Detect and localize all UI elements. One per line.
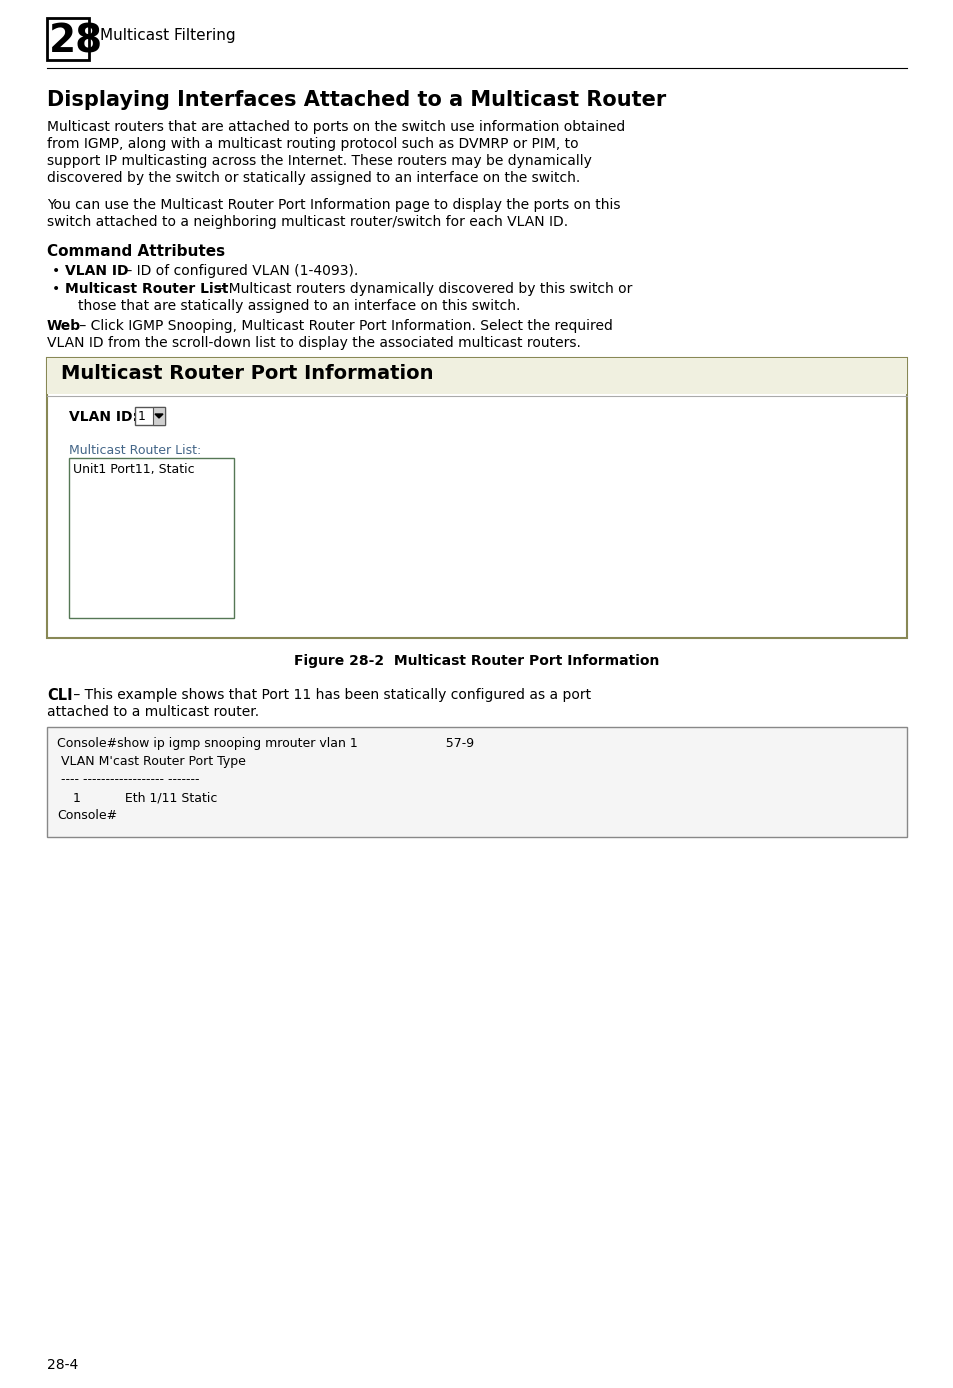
Bar [47,18,89,60]
Text: VLAN M'cast Router Port Type: VLAN M'cast Router Port Type [57,755,246,768]
Text: Multicast Filtering: Multicast Filtering [100,28,235,43]
Text: 1           Eth 1/11 Static: 1 Eth 1/11 Static [57,791,217,804]
Text: Multicast routers that are attached to ports on the switch use information obtai: Multicast routers that are attached to p… [47,119,624,135]
Text: support IP multicasting across the Internet. These routers may be dynamically: support IP multicasting across the Inter… [47,154,591,168]
Text: Figure 28-2  Multicast Router Port Information: Figure 28-2 Multicast Router Port Inform… [294,654,659,668]
Bar [69,458,233,618]
Text: – Click IGMP Snooping, Multicast Router Port Information. Select the required: – Click IGMP Snooping, Multicast Router … [75,319,612,333]
Text: ---- ------------------ -------: ---- ------------------ ------- [57,773,199,786]
Text: Web: Web [47,319,81,333]
Text: Console#: Console# [57,809,117,822]
Bar [47,358,906,394]
Text: those that are statically assigned to an interface on this switch.: those that are statically assigned to an… [78,298,519,314]
Text: Unit1 Port11, Static: Unit1 Port11, Static [73,464,194,476]
Text: from IGMP, along with a multicast routing protocol such as DVMRP or PIM, to: from IGMP, along with a multicast routin… [47,137,578,151]
Text: Displaying Interfaces Attached to a Multicast Router: Displaying Interfaces Attached to a Mult… [47,90,665,110]
Text: VLAN ID: VLAN ID [65,264,129,278]
Text: VLAN ID:: VLAN ID: [69,409,138,423]
Polygon shape [154,414,163,418]
Text: •: • [52,282,60,296]
Text: 1: 1 [138,409,146,423]
Text: switch attached to a neighboring multicast router/switch for each VLAN ID.: switch attached to a neighboring multica… [47,215,568,229]
Text: Command Attributes: Command Attributes [47,244,225,260]
Text: You can use the Multicast Router Port Information page to display the ports on t: You can use the Multicast Router Port In… [47,198,619,212]
Bar [152,407,165,425]
Bar [47,358,906,638]
Text: VLAN ID from the scroll-down list to display the associated multicast routers.: VLAN ID from the scroll-down list to dis… [47,336,580,350]
Text: CLI: CLI [47,688,72,702]
Text: – ID of configured VLAN (1-4093).: – ID of configured VLAN (1-4093). [121,264,358,278]
Text: 28: 28 [49,22,103,60]
Text: – Multicast routers dynamically discovered by this switch or: – Multicast routers dynamically discover… [213,282,632,296]
Text: – This example shows that Port 11 has been statically configured as a port: – This example shows that Port 11 has be… [69,688,591,702]
Bar [47,727,906,837]
Text: Multicast Router Port Information: Multicast Router Port Information [61,364,433,383]
Text: Multicast Router List:: Multicast Router List: [69,444,201,457]
Text: •: • [52,264,60,278]
Text: 28-4: 28-4 [47,1357,78,1371]
Text: Multicast Router List: Multicast Router List [65,282,229,296]
Bar [135,407,165,425]
Text: discovered by the switch or statically assigned to an interface on the switch.: discovered by the switch or statically a… [47,171,579,185]
Text: Console#show ip igmp snooping mrouter vlan 1                      57-9: Console#show ip igmp snooping mrouter vl… [57,737,474,750]
Text: attached to a multicast router.: attached to a multicast router. [47,705,259,719]
